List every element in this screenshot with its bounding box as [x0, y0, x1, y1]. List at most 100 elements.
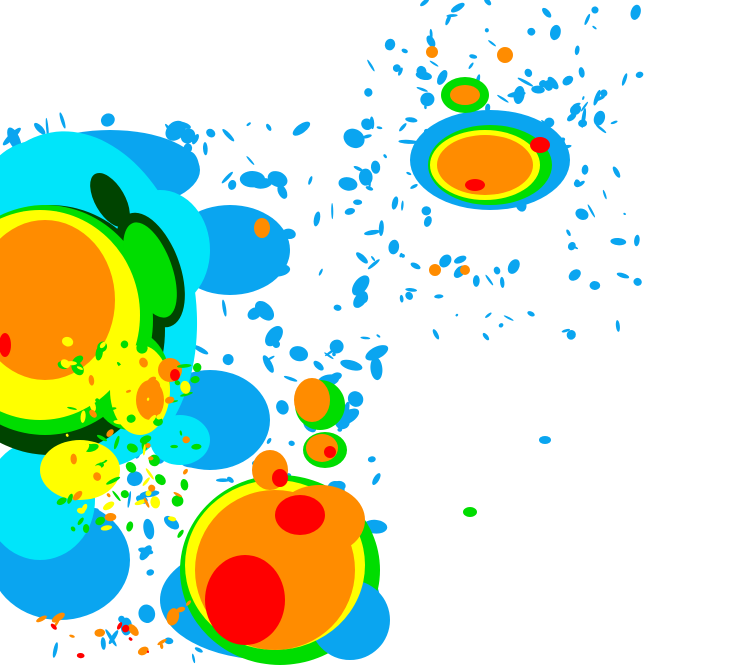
echo-orange [173, 492, 183, 498]
echo-light-blue [175, 121, 191, 129]
echo-orange [176, 606, 186, 613]
echo-yellow [147, 414, 157, 425]
echo-light-blue [353, 165, 364, 172]
echo-yellow [102, 379, 109, 387]
echo-light-blue [600, 89, 608, 97]
echo-light-blue [503, 315, 514, 321]
echo-orange [94, 628, 106, 637]
echo-green [120, 490, 129, 499]
echo-light-blue [239, 171, 266, 188]
echo-light-blue [165, 123, 172, 132]
echo-light-blue [580, 101, 589, 112]
echo-light-blue [612, 166, 621, 178]
echo-green [113, 435, 120, 450]
echo-light-blue [415, 71, 432, 81]
echo-orange [89, 409, 97, 418]
echo-light-blue [573, 180, 581, 188]
echo-light-blue [365, 186, 374, 191]
echo-green [82, 523, 90, 534]
echo-light-blue [493, 266, 501, 275]
echo-light-blue [370, 357, 383, 381]
echo-light-blue [376, 334, 381, 338]
echo-yellow [167, 516, 177, 522]
echo-light-blue [367, 456, 376, 463]
echo-yellow [156, 413, 164, 420]
echo-green [177, 364, 192, 368]
echo-light-blue [360, 336, 371, 340]
echo-light-blue [500, 276, 505, 288]
echo-light-blue [193, 345, 209, 355]
echo-light-blue [437, 70, 448, 85]
echo-orange [72, 490, 83, 501]
echo-green [180, 391, 193, 397]
echo-green [146, 332, 151, 341]
echo-light-blue [472, 275, 480, 287]
echo-yellow [145, 468, 154, 480]
echo-light-blue [621, 73, 628, 86]
echo-green [70, 526, 76, 532]
echo-light-blue [429, 60, 439, 67]
echo-green [95, 398, 100, 403]
echo-light-blue [593, 110, 606, 126]
echo-orange [106, 493, 111, 498]
echo-light-blue [194, 647, 203, 653]
echo-light-blue [531, 85, 545, 94]
echo-light-blue [344, 207, 356, 215]
echo-yellow [103, 501, 115, 511]
echo-green [106, 476, 121, 485]
echo-light-blue [365, 345, 389, 361]
echo-light-blue [498, 323, 504, 328]
echo-yellow [80, 410, 86, 423]
echo-light-blue [308, 176, 313, 185]
echo-green [191, 443, 202, 450]
echo-light-blue [602, 189, 607, 200]
echo-light-blue [568, 269, 581, 281]
echo-light-blue [589, 281, 601, 290]
echo-light-blue [482, 332, 490, 341]
echo-orange [497, 47, 513, 63]
echo-orange [104, 513, 117, 522]
echo-yellow [134, 499, 147, 506]
echo-light-blue [247, 307, 262, 320]
echo-orange [182, 468, 188, 475]
echo-light-blue [434, 294, 444, 299]
echo-light-blue [222, 354, 234, 366]
echo-yellow [100, 525, 113, 531]
echo-light-blue [277, 184, 288, 199]
echo-green [67, 406, 77, 410]
echo-light-blue [267, 355, 275, 361]
echo-light-blue [615, 320, 620, 332]
echo-light-blue [527, 27, 536, 36]
echo-light-blue [485, 274, 494, 286]
echo-yellow [96, 451, 108, 463]
echo-light-blue [228, 180, 237, 190]
echo-light-blue [455, 313, 459, 317]
echo-light-blue [497, 94, 509, 103]
echo-light-blue [610, 237, 627, 246]
echo-light-blue [372, 473, 381, 486]
echo-green [126, 443, 138, 453]
echo-light-blue [276, 400, 289, 415]
echo-dark-green [90, 172, 130, 228]
echo-green [174, 380, 181, 386]
echo-light-blue [362, 134, 372, 139]
echo-light-blue [368, 177, 371, 189]
echo-orange [450, 85, 480, 105]
echo-green [96, 434, 108, 442]
echo-red [272, 469, 288, 487]
echo-light-blue [105, 629, 117, 647]
echo-light-blue [52, 642, 58, 658]
echo-yellow [132, 367, 135, 372]
echo-light-blue [616, 272, 630, 279]
echo-light-blue [266, 123, 272, 131]
echo-light-blue [633, 277, 642, 286]
echo-green [190, 376, 200, 384]
echo-light-blue [215, 478, 230, 482]
echo-light-blue [542, 7, 552, 18]
echo-light-blue [572, 102, 581, 107]
echo-yellow [142, 444, 146, 456]
echo-light-blue [484, 0, 492, 6]
echo-light-blue [246, 122, 251, 127]
echo-light-blue [191, 134, 199, 145]
